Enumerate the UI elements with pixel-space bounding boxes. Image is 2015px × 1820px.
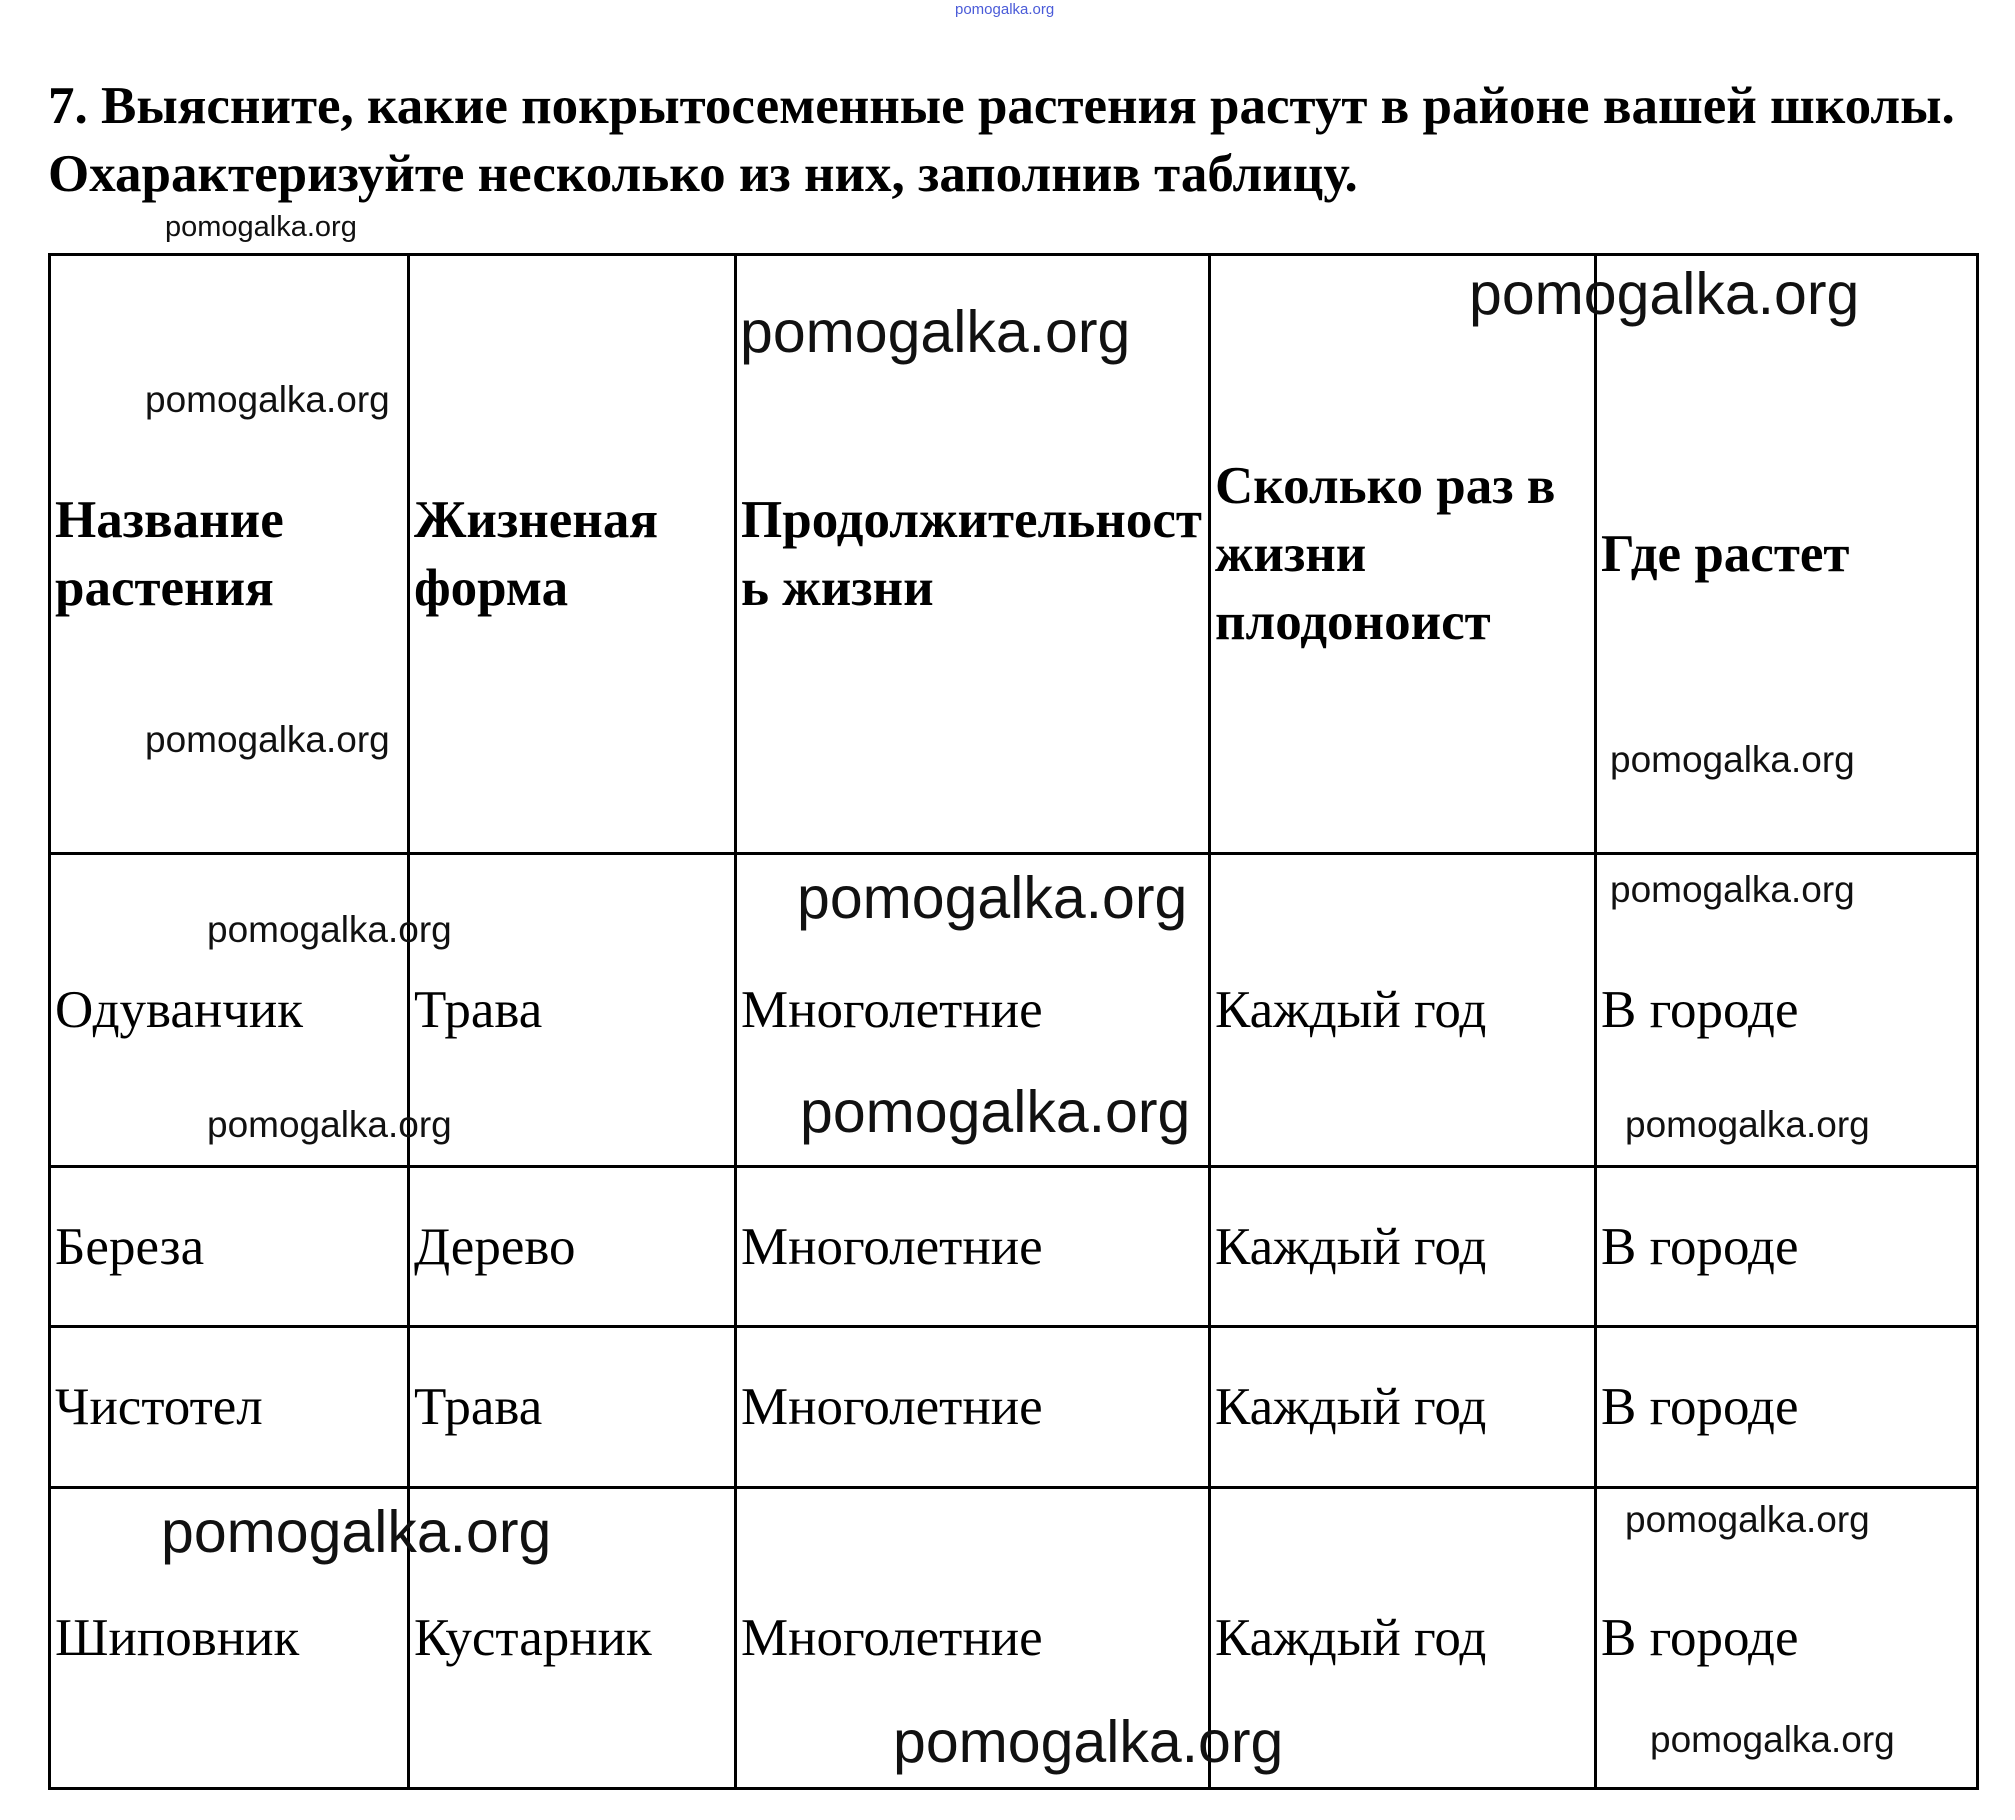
watermark: pomogalka.org	[207, 909, 452, 950]
cell-lifespan: Многолетние	[734, 852, 1211, 1168]
cell-life-form: Кустарник	[407, 1486, 737, 1790]
table-row: Одуванчик Трава Многолетние Каждый год В…	[48, 852, 1979, 1168]
table-row: Шиповник Кустарник Многолетние Каждый го…	[48, 1486, 1979, 1790]
header-fruiting: Сколько раз в жизни плодоноист	[1208, 253, 1597, 855]
plants-table: Название растения Жизненая форма Продолж…	[48, 253, 1979, 1790]
cell-fruiting: Каждый год	[1208, 1486, 1597, 1790]
watermark: pomogalka.org	[1625, 1104, 1870, 1145]
watermark: pomogalka.org	[1610, 869, 1855, 910]
watermark: pomogalka.org	[800, 1079, 1191, 1145]
cell-lifespan: Многолетние	[734, 1165, 1211, 1328]
cell-name: Чистотел	[48, 1325, 410, 1489]
watermark: pomogalka.org	[165, 211, 357, 243]
watermark-top[interactable]: pomogalka.org	[955, 1, 1055, 18]
cell-fruiting: Каждый год	[1208, 1325, 1597, 1489]
cell-lifespan: Многолетние	[734, 1486, 1211, 1790]
header-habitat: Где растет	[1594, 253, 1979, 855]
table-row: Береза Дерево Многолетние Каждый год В г…	[48, 1165, 1979, 1328]
cell-fruiting: Каждый год	[1208, 1165, 1597, 1328]
header-lifespan: Продолжительность жизни	[734, 253, 1211, 855]
cell-life-form: Трава	[407, 1325, 737, 1489]
watermark: pomogalka.org	[207, 1104, 452, 1145]
watermark: pomogalka.org	[145, 379, 390, 420]
cell-name: Береза	[48, 1165, 410, 1328]
watermark: pomogalka.org	[1469, 261, 1860, 327]
cell-life-form: Трава	[407, 852, 737, 1168]
watermark: pomogalka.org	[797, 865, 1188, 931]
watermark: pomogalka.org	[145, 719, 390, 760]
watermark: pomogalka.org	[1625, 1499, 1870, 1540]
watermark: pomogalka.org	[1610, 739, 1855, 780]
watermark: pomogalka.org	[893, 1709, 1284, 1775]
cell-habitat: В городе	[1594, 1325, 1979, 1489]
cell-name: Шиповник	[48, 1486, 410, 1790]
header-life-form: Жизненая форма	[407, 253, 737, 855]
watermark: pomogalka.org	[740, 299, 1131, 365]
table-row: Чистотел Трава Многолетние Каждый год В …	[48, 1325, 1979, 1489]
header-name: Название растения	[48, 253, 410, 855]
header-row: Название растения Жизненая форма Продолж…	[48, 253, 1979, 855]
cell-life-form: Дерево	[407, 1165, 737, 1328]
watermark: pomogalka.org	[161, 1499, 552, 1565]
cell-name: Одуванчик	[48, 852, 410, 1168]
watermark: pomogalka.org	[1650, 1719, 1895, 1760]
cell-habitat: В городе	[1594, 852, 1979, 1168]
cell-habitat: В городе	[1594, 1165, 1979, 1328]
cell-lifespan: Многолетние	[734, 1325, 1211, 1489]
cell-habitat: В городе	[1594, 1486, 1979, 1790]
cell-fruiting: Каждый год	[1208, 852, 1597, 1168]
task-title: 7. Выясните, какие покрытосеменные расте…	[48, 77, 1955, 203]
